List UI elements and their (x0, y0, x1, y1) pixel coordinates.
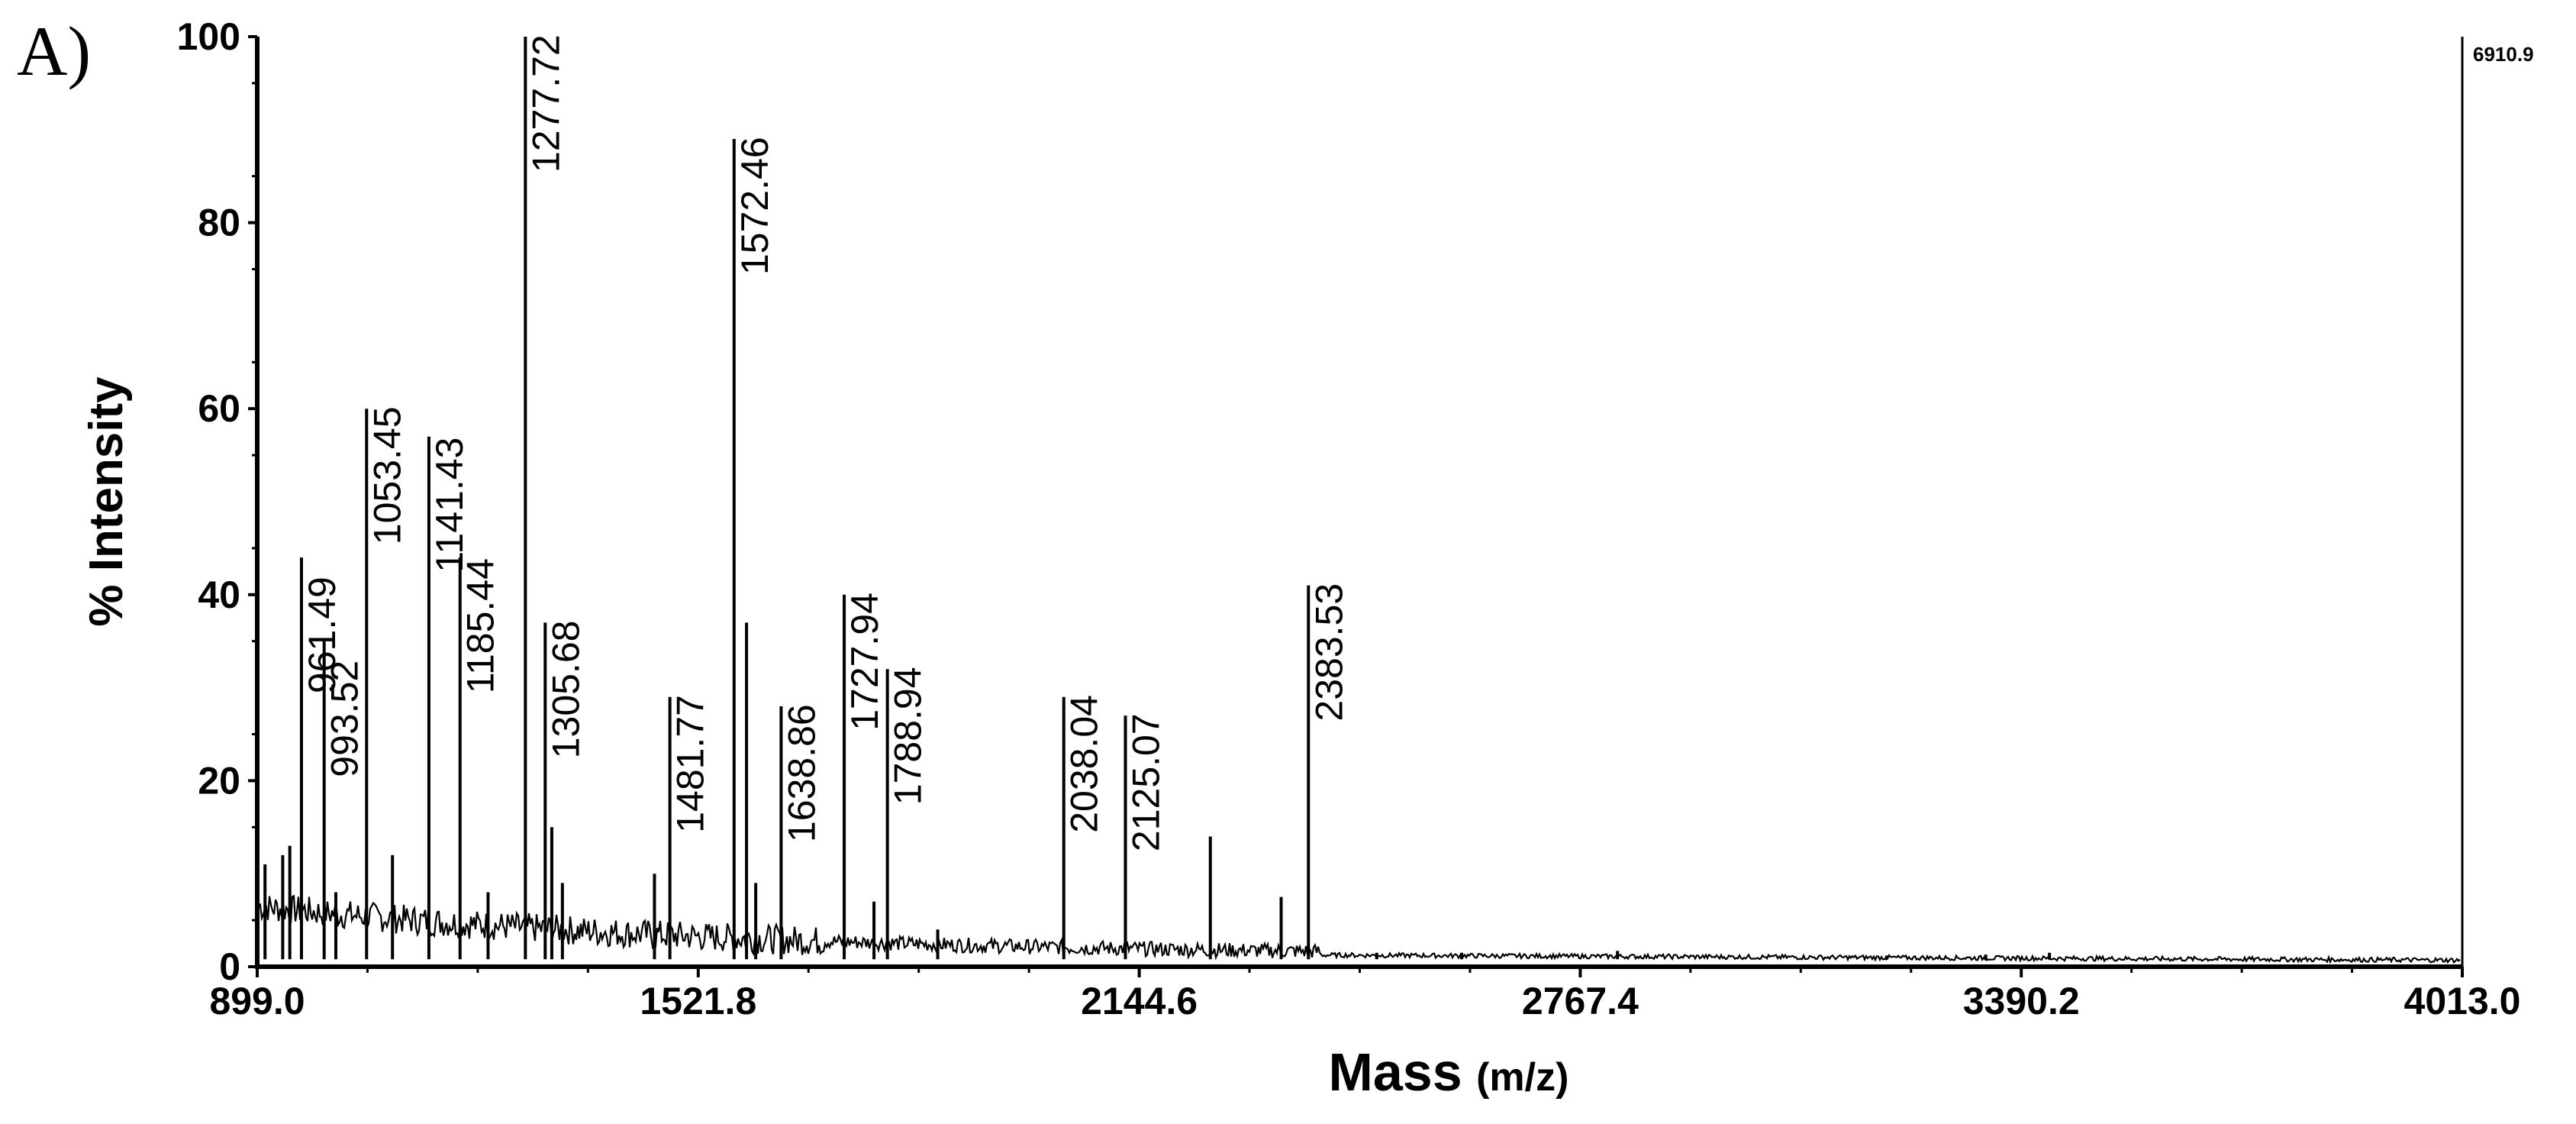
x-axis-title-main: Mass (1329, 1042, 1462, 1102)
x-tick-label: 4013.0 (2404, 980, 2521, 1022)
peak-label: 1572.46 (733, 137, 776, 275)
peak-label: 1727.94 (843, 593, 886, 731)
y-tick-label: 40 (198, 573, 240, 616)
x-axis-title-unit: (m/z) (1476, 1055, 1568, 1100)
peak-label: 993.52 (324, 661, 366, 777)
x-tick-label: 3390.2 (1963, 980, 2080, 1022)
y-tick-label: 80 (198, 202, 240, 244)
peak-label: 1481.77 (669, 695, 712, 833)
peak-label: 1185.44 (459, 558, 502, 693)
peak-label: 1053.45 (366, 406, 408, 544)
peak-label: 2038.04 (1063, 695, 1106, 833)
peak-lines (263, 37, 2052, 960)
x-tick-label: 1521.8 (640, 980, 756, 1022)
peak-label: 1788.94 (887, 667, 930, 805)
peak-label: 2125.07 (1125, 713, 1168, 851)
y-tick-label: 20 (198, 759, 240, 802)
y-axis-title: % Intensity (80, 376, 133, 627)
peak-label: 1305.68 (544, 621, 587, 759)
peak-label: 1638.86 (780, 704, 823, 842)
x-tick-label: 899.0 (209, 980, 305, 1022)
peak-label: 1141.43 (428, 438, 471, 573)
max-counts-label: 6910.9 (2473, 43, 2534, 66)
x-axis-ticks: 899.0 1521.8 2144.6 2767.4 3390.2 4013.0 (209, 967, 2520, 1022)
peak-label: 1277.72 (524, 34, 567, 173)
y-tick-label: 0 (219, 945, 240, 988)
y-tick-label: 60 (198, 387, 240, 430)
y-tick-label: 100 (177, 15, 240, 58)
peak-label: 961.49 (301, 577, 343, 693)
baseline-noise-trace (258, 894, 2461, 964)
x-axis-title: Mass (m/z) (1329, 1042, 1569, 1102)
y-axis-ticks: 0 20 40 60 80 100 (177, 15, 257, 988)
peak-label: 2383.53 (1307, 583, 1350, 722)
x-tick-label: 2144.6 (1081, 980, 1198, 1022)
panel-label: A) (17, 12, 91, 90)
x-tick-label: 2767.4 (1522, 980, 1639, 1022)
